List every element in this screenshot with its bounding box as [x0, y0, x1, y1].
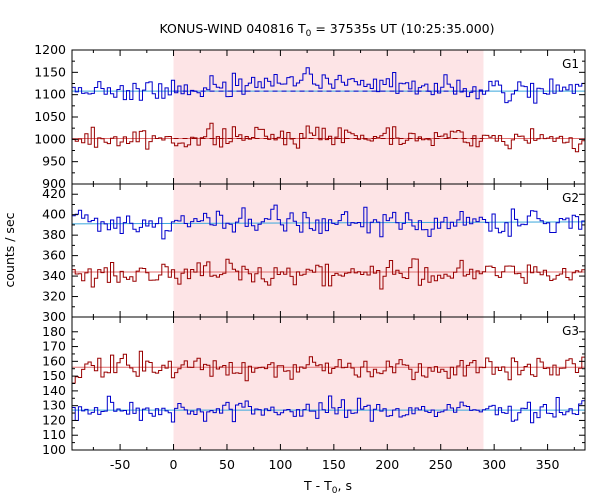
x-tick-label: 200 [375, 457, 399, 472]
count-rate-series-blue [72, 67, 585, 104]
y-tick-label: 1050 [34, 109, 66, 124]
y-tick-label: 1150 [34, 64, 66, 79]
x-tick-label: 250 [429, 457, 453, 472]
x-tick-label: 0 [170, 457, 178, 472]
x-tick-label: 300 [482, 457, 506, 472]
y-tick-label: 110 [42, 427, 66, 442]
x-tick-label: 100 [268, 457, 292, 472]
y-tick-label: 950 [42, 154, 66, 169]
count-rate-series-red [72, 350, 585, 384]
y-tick-label: 180 [42, 324, 66, 339]
burst-interval-shade [173, 50, 484, 184]
y-tick-label: 140 [42, 383, 66, 398]
title-main: KONUS-WIND 040816 T [159, 21, 305, 36]
y-tick-label: 420 [42, 186, 66, 201]
plot-panels: 90095010001050110011501200G1300320340360… [34, 42, 586, 472]
y-tick-label: 1200 [34, 42, 66, 57]
y-tick-label: 120 [42, 412, 66, 427]
burst-interval-shade [173, 317, 484, 450]
title-rest: = 37535s UT (10:25:35.000) [311, 21, 494, 36]
title-subscript: 0 [306, 29, 312, 39]
x-tick-label: 150 [322, 457, 346, 472]
x-tick-label: -50 [110, 457, 130, 472]
y-tick-label: 160 [42, 353, 66, 368]
count-rate-series-blue [72, 204, 585, 240]
burst-interval-shade [173, 184, 484, 317]
y-tick-label: 150 [42, 368, 66, 383]
x-axis-label: T - T0, s [303, 478, 352, 496]
xlabel-rest: , s [338, 478, 352, 493]
y-tick-label: 900 [42, 176, 66, 191]
y-tick-label: 400 [42, 207, 66, 222]
y-tick-label: 100 [42, 442, 66, 457]
y-tick-label: 300 [42, 309, 66, 324]
panel-label-g2: G2 [562, 191, 579, 205]
y-tick-label: 1000 [34, 131, 66, 146]
y-tick-label: 320 [42, 289, 66, 304]
count-rate-series-red [72, 258, 585, 290]
xlabel-subscript: 0 [332, 486, 338, 496]
y-tick-label: 1100 [34, 87, 66, 102]
panel-label-g1: G1 [562, 57, 579, 71]
panel-g2: 300 320 340 360 380 400 420 G2 [42, 183, 586, 324]
count-rate-series-blue [72, 395, 585, 424]
y-tick-label: 360 [42, 248, 66, 263]
x-tick-label: 50 [219, 457, 235, 472]
panel-label-g3: G3 [562, 324, 579, 338]
y-tick-label: 340 [42, 268, 66, 283]
y-tick-label: 170 [42, 339, 66, 354]
x-tick-label: 350 [536, 457, 560, 472]
y-tick-label: 130 [42, 398, 66, 413]
xlabel-main: T - T [303, 478, 332, 493]
y-tick-label: 380 [42, 227, 66, 242]
count-rate-series-red [72, 122, 585, 153]
y-axis-label: counts / sec [2, 212, 17, 287]
panel-g1: 900 950 1000 1050 1100 1150 1200 G1 [34, 42, 586, 191]
chart-title: KONUS-WIND 040816 T0 = 37535s UT (10:25:… [159, 21, 494, 39]
